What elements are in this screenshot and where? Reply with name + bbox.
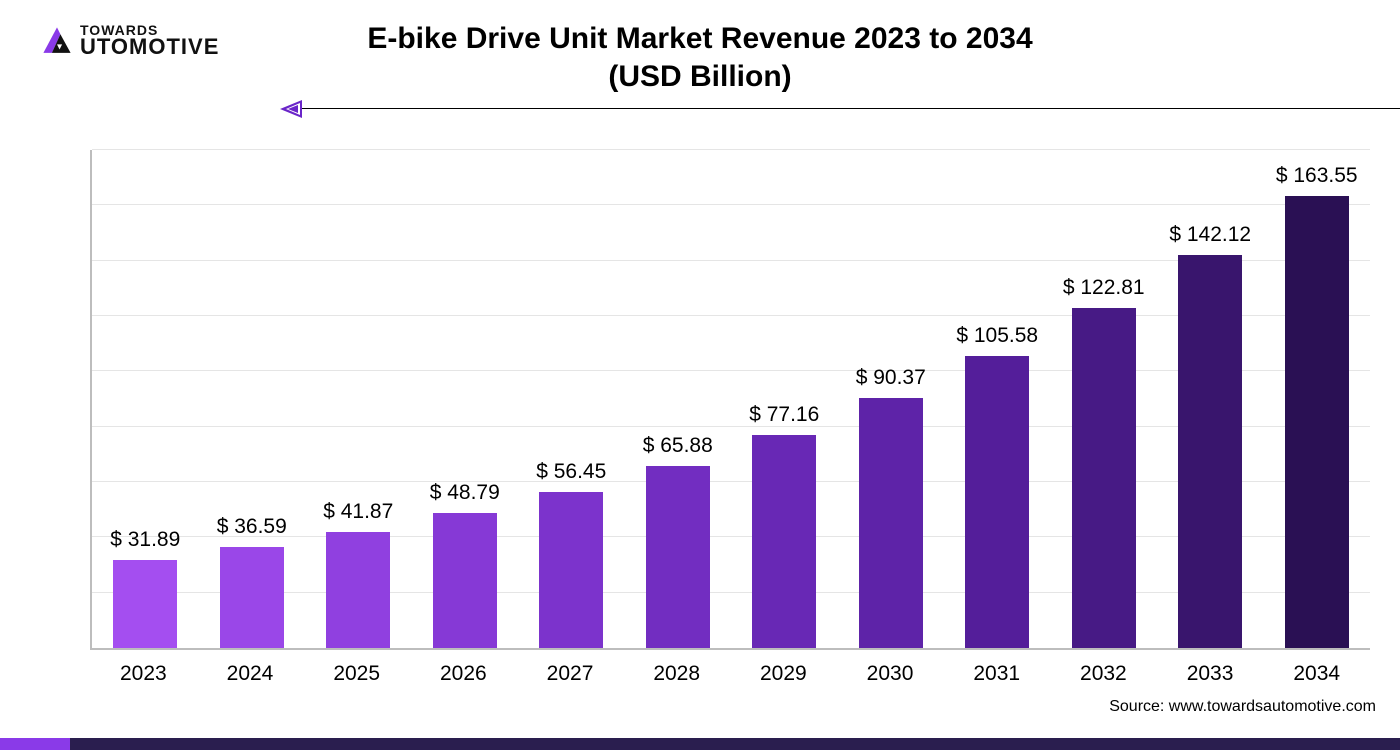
bars-container: $ 31.89 $ 36.59 $ 41.87 $ 48.79 $ 56.45 $ 65.… bbox=[92, 150, 1370, 648]
bar: $ 77.16 bbox=[752, 435, 816, 648]
x-axis-label: 2023 bbox=[90, 662, 197, 686]
x-axis-label: 2024 bbox=[197, 662, 304, 686]
bar-slot: $ 77.16 bbox=[731, 150, 838, 648]
x-axis-label: 2028 bbox=[623, 662, 730, 686]
bar-value-label: $ 41.87 bbox=[323, 500, 393, 532]
arrow-line bbox=[298, 108, 1400, 109]
bar-value-label: $ 142.12 bbox=[1169, 223, 1251, 255]
bar-value-label: $ 36.59 bbox=[217, 515, 287, 547]
title-line2: (USD Billion) bbox=[0, 58, 1400, 96]
bar-slot: $ 142.12 bbox=[1157, 150, 1264, 648]
revenue-bar-chart: $ 31.89 $ 36.59 $ 41.87 $ 48.79 $ 56.45 $ 65.… bbox=[90, 150, 1370, 650]
x-axis-label: 2027 bbox=[517, 662, 624, 686]
bar-value-label: $ 77.16 bbox=[749, 403, 819, 435]
footer-accent bbox=[0, 738, 70, 750]
chart-title: E-bike Drive Unit Market Revenue 2023 to… bbox=[0, 20, 1400, 95]
x-axis-label: 2029 bbox=[730, 662, 837, 686]
bar-value-label: $ 122.81 bbox=[1063, 276, 1145, 308]
bar-value-label: $ 90.37 bbox=[856, 366, 926, 398]
bar-value-label: $ 56.45 bbox=[536, 460, 606, 492]
x-axis-label: 2025 bbox=[303, 662, 410, 686]
plot-area: $ 31.89 $ 36.59 $ 41.87 $ 48.79 $ 56.45 $ 65.… bbox=[90, 150, 1370, 650]
bar-slot: $ 65.88 bbox=[625, 150, 732, 648]
bar-slot: $ 36.59 bbox=[199, 150, 306, 648]
bar: $ 105.58 bbox=[965, 356, 1029, 648]
title-line1: E-bike Drive Unit Market Revenue 2023 to… bbox=[0, 20, 1400, 58]
bar-value-label: $ 31.89 bbox=[110, 528, 180, 560]
bar: $ 56.45 bbox=[539, 492, 603, 648]
bar: $ 31.89 bbox=[113, 560, 177, 648]
bar-slot: $ 31.89 bbox=[92, 150, 199, 648]
bar-value-label: $ 163.55 bbox=[1276, 164, 1358, 196]
bar: $ 90.37 bbox=[859, 398, 923, 648]
bar: $ 122.81 bbox=[1072, 308, 1136, 648]
bar-slot: $ 48.79 bbox=[412, 150, 519, 648]
x-axis-label: 2033 bbox=[1157, 662, 1264, 686]
bar-slot: $ 90.37 bbox=[838, 150, 945, 648]
x-axis-label: 2031 bbox=[943, 662, 1050, 686]
source-attribution: Source: www.towardsautomotive.com bbox=[1109, 698, 1376, 716]
bar: $ 163.55 bbox=[1285, 196, 1349, 648]
x-axis-labels: 2023202420252026202720282029203020312032… bbox=[90, 662, 1370, 686]
decorative-arrow bbox=[280, 102, 1400, 116]
bar-slot: $ 122.81 bbox=[1051, 150, 1158, 648]
x-axis-label: 2034 bbox=[1263, 662, 1370, 686]
bar-slot: $ 163.55 bbox=[1264, 150, 1371, 648]
x-axis-label: 2032 bbox=[1050, 662, 1157, 686]
x-axis-label: 2026 bbox=[410, 662, 517, 686]
bar-slot: $ 105.58 bbox=[944, 150, 1051, 648]
bar-slot: $ 41.87 bbox=[305, 150, 412, 648]
bar-value-label: $ 105.58 bbox=[956, 324, 1038, 356]
x-axis-label: 2030 bbox=[837, 662, 944, 686]
bar: $ 41.87 bbox=[326, 532, 390, 648]
bar: $ 48.79 bbox=[433, 513, 497, 648]
bar: $ 65.88 bbox=[646, 466, 710, 648]
bar-slot: $ 56.45 bbox=[518, 150, 625, 648]
bar: $ 142.12 bbox=[1178, 255, 1242, 648]
footer-bar bbox=[0, 738, 1400, 750]
bar: $ 36.59 bbox=[220, 547, 284, 648]
bar-value-label: $ 65.88 bbox=[643, 434, 713, 466]
bar-value-label: $ 48.79 bbox=[430, 481, 500, 513]
